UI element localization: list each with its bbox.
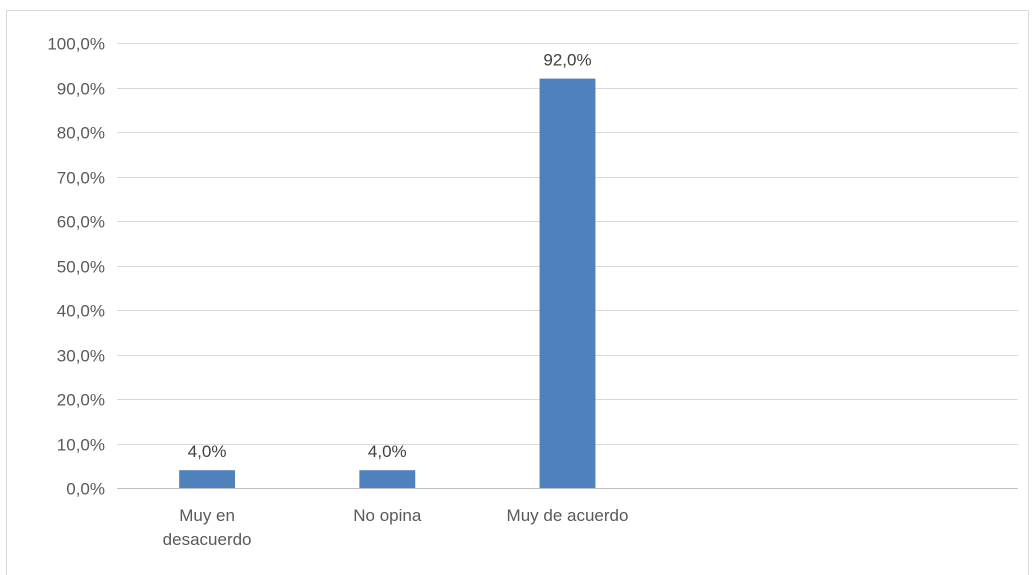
y-tick-label: 30,0% bbox=[57, 347, 105, 366]
y-tick-label: 70,0% bbox=[57, 169, 105, 188]
data-labels: 4,0% 4,0% 92,0% bbox=[188, 51, 592, 462]
y-tick-label: 40,0% bbox=[57, 302, 105, 321]
bar-chart: 0,0% 10,0% 20,0% 30,0% 40,0% 50,0% 60,0% 70,0% 8… bbox=[47, 35, 1018, 549]
y-tick-label: 60,0% bbox=[57, 213, 105, 232]
data-label: 4,0% bbox=[188, 442, 227, 461]
y-tick-label: 80,0% bbox=[57, 124, 105, 143]
bar bbox=[179, 470, 236, 488]
data-label: 4,0% bbox=[368, 442, 407, 461]
x-category-label: desacuerdo bbox=[163, 530, 252, 549]
bar bbox=[539, 78, 596, 488]
x-category-label: Muy de acuerdo bbox=[507, 506, 629, 525]
bar bbox=[359, 470, 416, 488]
y-tick-label: 10,0% bbox=[57, 436, 105, 455]
data-label: 92,0% bbox=[543, 51, 591, 70]
x-axis-category-labels: Muy en desacuerdo No opina Muy de acuerdo bbox=[163, 506, 629, 549]
y-axis-tick-labels: 0,0% 10,0% 20,0% 30,0% 40,0% 50,0% 60,0% 70,0% 8… bbox=[47, 35, 105, 499]
y-tick-label: 100,0% bbox=[47, 35, 105, 54]
y-tick-label: 90,0% bbox=[57, 80, 105, 99]
y-tick-label: 0,0% bbox=[66, 480, 105, 499]
chart-frame: 0,0% 10,0% 20,0% 30,0% 40,0% 50,0% 60,0% 70,0% 8… bbox=[6, 10, 1029, 575]
x-category-label: Muy en bbox=[179, 506, 235, 525]
y-tick-label: 50,0% bbox=[57, 258, 105, 277]
y-tick-label: 20,0% bbox=[57, 391, 105, 410]
bars bbox=[179, 78, 596, 488]
x-category-label: No opina bbox=[353, 506, 422, 525]
